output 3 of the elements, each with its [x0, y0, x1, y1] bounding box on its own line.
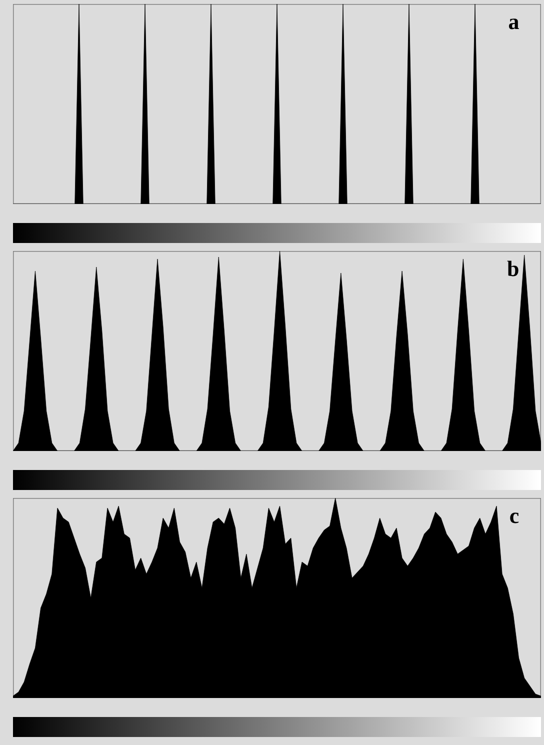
chart-title: b [506, 256, 520, 281]
chart-title: a [508, 8, 520, 34]
chart-title: c [509, 502, 520, 528]
